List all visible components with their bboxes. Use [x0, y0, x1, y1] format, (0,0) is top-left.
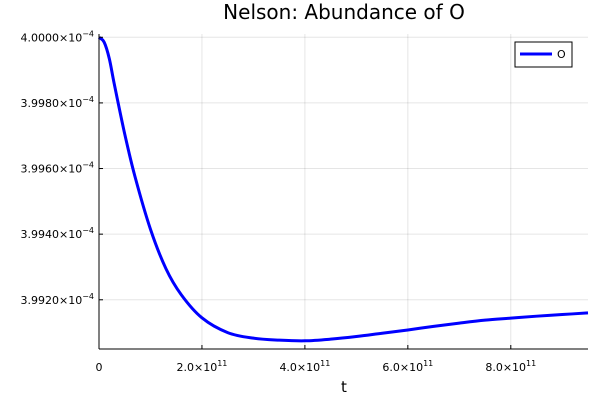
- x-axis-ticks: 0 2.0×1011 4.0×1011 6.0×1011 8.0×1011: [96, 345, 536, 374]
- y-tick-label: 3.9960×10−4: [21, 161, 95, 176]
- x-tick-label: 0: [96, 361, 103, 374]
- axes: [98, 34, 588, 350]
- legend-label-o: O: [557, 48, 566, 61]
- y-tick-label: 3.9940×10−4: [21, 226, 95, 241]
- x-tick-label: 4.0×1011: [279, 359, 330, 374]
- y-axis-ticks: 3.9920×10−4 3.9940×10−4 3.9960×10−4 3.9980×…: [21, 29, 103, 307]
- series-layer: [97, 36, 589, 343]
- legend: O: [514, 41, 573, 68]
- x-tick-label: 8.0×1011: [485, 359, 536, 374]
- y-tick-label: 4.0000×10−4: [21, 29, 95, 44]
- y-tick-label: 3.9920×10−4: [21, 292, 95, 307]
- chart-title: Nelson: Abundance of O: [223, 0, 465, 24]
- x-tick-label: 2.0×1011: [176, 359, 227, 374]
- grid: [99, 34, 588, 349]
- x-axis-label: t: [341, 378, 347, 396]
- y-tick-label: 3.9980×10−4: [21, 95, 95, 110]
- x-tick-label: 6.0×1011: [382, 359, 433, 374]
- series-line-o: [97, 36, 589, 343]
